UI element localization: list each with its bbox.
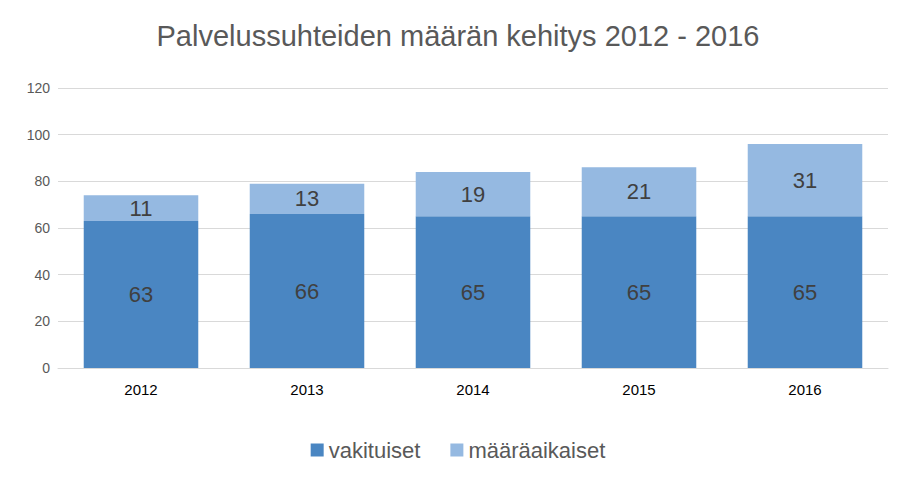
svg-text:120: 120 bbox=[27, 80, 51, 96]
svg-text:määräaikaiset: määräaikaiset bbox=[468, 438, 605, 463]
svg-text:100: 100 bbox=[27, 127, 51, 143]
svg-text:2016: 2016 bbox=[788, 381, 821, 398]
svg-text:vakituiset: vakituiset bbox=[329, 438, 421, 463]
svg-text:2015: 2015 bbox=[622, 381, 655, 398]
svg-text:63: 63 bbox=[129, 282, 153, 307]
svg-text:40: 40 bbox=[34, 267, 50, 283]
svg-text:11: 11 bbox=[130, 196, 153, 221]
svg-text:2014: 2014 bbox=[456, 381, 489, 398]
svg-text:21: 21 bbox=[627, 179, 651, 204]
svg-text:65: 65 bbox=[627, 280, 651, 305]
svg-text:80: 80 bbox=[34, 173, 50, 189]
svg-text:60: 60 bbox=[34, 220, 50, 236]
svg-text:20: 20 bbox=[34, 313, 50, 329]
svg-text:19: 19 bbox=[461, 182, 485, 207]
svg-text:65: 65 bbox=[461, 280, 485, 305]
svg-text:66: 66 bbox=[295, 279, 319, 304]
svg-text:0: 0 bbox=[42, 360, 50, 376]
svg-text:Palvelussuhteiden määrän kehit: Palvelussuhteiden määrän kehitys 2012 - … bbox=[157, 20, 760, 52]
svg-text:13: 13 bbox=[295, 186, 319, 211]
svg-text:2012: 2012 bbox=[124, 381, 157, 398]
svg-text:2013: 2013 bbox=[290, 381, 323, 398]
svg-text:31: 31 bbox=[793, 168, 817, 193]
svg-text:65: 65 bbox=[793, 280, 817, 305]
